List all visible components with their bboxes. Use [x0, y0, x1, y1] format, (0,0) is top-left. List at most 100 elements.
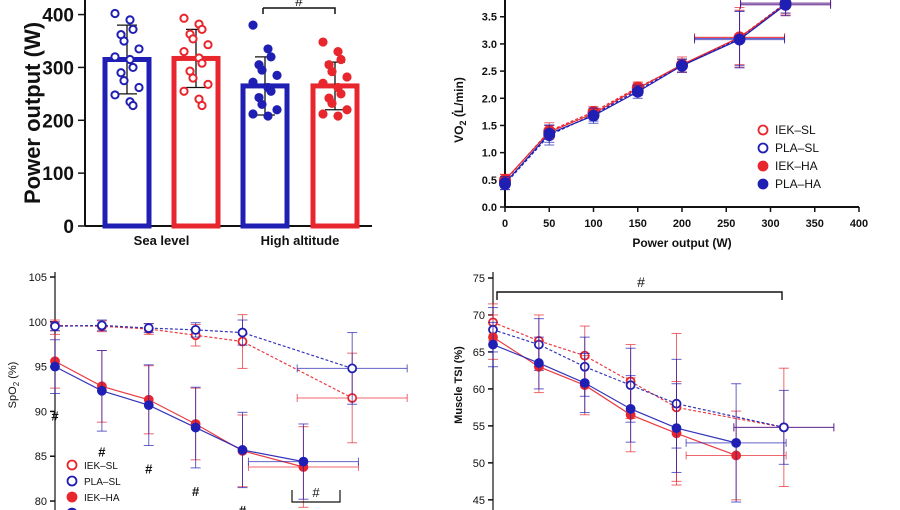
panel-b-data-point [543, 127, 556, 140]
panel-b-y-tick-label: 2.0 [482, 93, 497, 105]
panel-d-data-point [731, 437, 742, 448]
panel-b-ticks: 0.0 0.5 1.0 1.5 2.0 2.5 3.0 3.5 0 50 100 150 200 250 3… [482, 12, 868, 230]
panel-b-data-point [779, 0, 792, 11]
panel-a-data-point [110, 52, 120, 62]
panel-d-data-point [625, 403, 636, 414]
panel-c-legend-label: PLA–SL [84, 477, 121, 488]
panel-a-significance-bracket: # [262, 0, 336, 14]
panel-d-ticks: 45 50 55 60 65 70 75 [473, 273, 493, 507]
panel-b-legend-label: IEK–HA [775, 159, 818, 173]
panel-d-data-point [533, 358, 544, 368]
panel-a-data-point [188, 73, 198, 83]
panel-c-spo2: SpO2 (%) 80 85 90 95 100 105 # # # # # # IEK–SL PL… [7, 272, 408, 510]
panel-a-data-point [342, 72, 352, 82]
panel-c-hash-mark: # [98, 445, 106, 460]
panel-a-data-point [263, 111, 273, 121]
panel-b-x-tick-label: 0 [502, 218, 508, 230]
panel-a-data-point [336, 54, 346, 65]
panel-a-data-point [333, 111, 343, 121]
panel-c-data-point [190, 324, 201, 335]
panel-c-series-line [54, 360, 304, 468]
panel-b-x-tick-label: 350 [806, 218, 824, 230]
panel-d-y-tick-label: 45 [473, 495, 485, 507]
panel-b-data-point [631, 85, 644, 98]
panel-b-y-tick-label: 0.5 [482, 175, 497, 187]
panel-b-legend: IEK–SL PLA–SL IEK–HA PLA–HA [757, 123, 821, 191]
panel-c-data-point [143, 400, 154, 411]
panel-a-data-point [128, 100, 138, 111]
panel-c-hash-mark: # [145, 462, 153, 477]
panel-a-y-tick-label: 200 [42, 111, 74, 132]
panel-a-data-point [188, 34, 198, 44]
panel-b-ylabel-dot: · [451, 106, 455, 120]
panel-d-series-line [492, 343, 737, 444]
panel-c-series-line [54, 324, 353, 369]
panel-a-data-point [248, 77, 258, 87]
panel-a-data-point [179, 46, 189, 57]
panel-b-x-tick-label: 200 [673, 218, 691, 230]
panel-b-data-point [733, 33, 746, 46]
panel-b-y-tick-label: 1.5 [482, 120, 497, 132]
panel-d-series-line [492, 336, 737, 457]
panel-c-y-tick-label: 85 [35, 451, 47, 463]
panel-a-data-point [134, 44, 144, 54]
panel-d-series-line [492, 321, 784, 428]
panel-c-hash-mark: # [239, 503, 247, 510]
panel-a-y-tick-label: 0 [63, 217, 74, 238]
panel-b-series-line [504, 2, 786, 185]
panel-b-y-tick-label: 3.5 [482, 12, 497, 24]
panel-c-legend-marker [66, 491, 78, 503]
panel-a-data-point [263, 44, 273, 54]
panel-c-data-point [298, 456, 309, 467]
panel-a-data-point [119, 36, 129, 46]
panel-b-legend-label: PLA–HA [775, 177, 821, 191]
panel-d-significance-bracket: # [496, 274, 783, 300]
panel-a-group-label-sea-level: Sea level [134, 233, 190, 248]
panel-d-data-point [778, 422, 789, 433]
panel-c-significance-marks: # # # # # [51, 409, 247, 510]
panel-b-data-point [587, 109, 600, 122]
panel-a-data-point [327, 67, 337, 77]
panel-c-y-tick-label: 95 [35, 362, 47, 374]
panel-c-data-point [96, 385, 107, 396]
panel-a-data-point [327, 98, 337, 108]
panel-c-data-point [50, 321, 60, 332]
panel-c-y-tick-label: 100 [29, 317, 47, 329]
panel-c-series-line [54, 324, 353, 399]
panel-a-data-point [257, 99, 267, 110]
panel-c-legend-marker [66, 459, 78, 471]
panel-d-y-tick-label: 50 [473, 458, 485, 470]
panel-a-data-point [318, 78, 328, 88]
panel-c-data-point [96, 320, 107, 331]
panel-d-y-tick-label: 55 [473, 421, 485, 433]
panel-a-data-point [318, 37, 328, 47]
panel-c-data-point [237, 445, 248, 455]
panel-b-y-tick-label: 3.0 [482, 39, 497, 51]
panel-a-data-point [134, 82, 144, 93]
panel-d-y-tick-label: 75 [473, 273, 485, 285]
panel-a-data-point [333, 46, 343, 57]
panel-b-series [499, 0, 832, 191]
panel-b-series-line [504, 4, 786, 184]
panel-a-y-ticks: 0 100 200 300 400 [42, 6, 85, 238]
panel-b-legend-label: IEK–SL [775, 123, 816, 137]
panel-a-data-point [336, 89, 346, 99]
panel-d-y-tick-label: 70 [473, 310, 485, 322]
panel-a-data-point [119, 76, 129, 86]
panel-b-x-tick-label: 250 [717, 218, 735, 230]
panel-b-y-tick-label: 0.0 [482, 202, 497, 214]
panel-b-y-axis-label: VO2 (L/min) [452, 77, 468, 143]
panel-b-x-tick-label: 400 [850, 218, 868, 230]
panel-d-muscle-tsi: Muscle TSI (%) 45 50 55 60 65 70 75 # [453, 272, 835, 510]
panel-a-data-point [197, 100, 207, 111]
panel-c-data-point [190, 422, 201, 433]
panel-a-data-point [248, 109, 258, 119]
panel-b-x-tick-label: 100 [584, 218, 602, 230]
panel-a-data-point [272, 105, 282, 115]
panel-c-data-point [237, 327, 248, 338]
panel-c-y-tick-label: 90 [35, 406, 47, 418]
panel-a-group-label-high-altitude: High altitude [261, 233, 340, 248]
panel-d-y-axis-label: Muscle TSI (%) [453, 346, 465, 424]
